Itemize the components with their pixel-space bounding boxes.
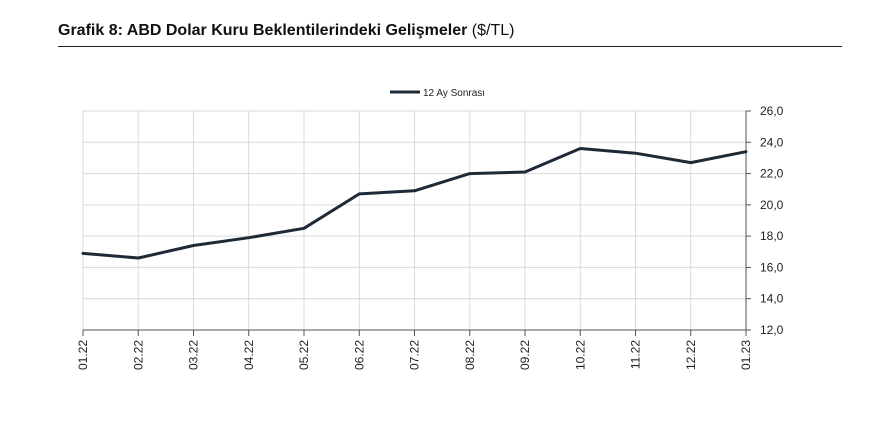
y-tick-label: 12,0: [760, 323, 784, 337]
x-tick-label: 01.23: [739, 340, 753, 370]
y-tick-label: 22,0: [760, 167, 784, 181]
chart-unit: ($/TL): [471, 22, 515, 39]
x-tick-label: 07.22: [408, 340, 422, 370]
chart-header: Grafik 8: ABD Dolar Kuru Beklentilerinde…: [58, 22, 842, 47]
x-tick-label: 08.22: [463, 340, 477, 370]
x-tick-label: 03.22: [187, 340, 201, 370]
x-tick-label: 05.22: [297, 340, 311, 370]
y-tick-label: 24,0: [760, 135, 784, 149]
axes: [82, 110, 751, 336]
y-tick-labels: 26,0 24,0 22,0 20,0 18,0 16,0 14,0 12,0: [760, 104, 784, 337]
x-tick-label: 11.22: [629, 340, 643, 369]
y-tick-label: 26,0: [760, 104, 784, 118]
x-tick-labels: 01.22 02.22 03.22 04.22 05.22 06.22 07.22 08.22…: [76, 340, 753, 370]
series-group: [81, 147, 748, 260]
y-tick-label: 18,0: [760, 229, 784, 243]
chart-title: Grafik 8: ABD Dolar Kuru Beklentilerinde…: [58, 22, 468, 39]
x-tick-label: 09.22: [518, 340, 532, 370]
x-tick-label: 06.22: [352, 340, 366, 370]
y-tick-label: 14,0: [760, 292, 784, 306]
x-tick-label: 02.22: [131, 340, 145, 370]
grid-lines: [82, 110, 747, 330]
x-tick-label: 04.22: [242, 340, 256, 370]
x-tick-label: 12.22: [684, 340, 698, 370]
x-tick-label: 01.22: [76, 340, 90, 370]
legend: 12 Ay Sonrası: [390, 88, 485, 99]
x-tick-label: 10.22: [573, 340, 587, 370]
y-tick-label: 16,0: [760, 260, 784, 274]
legend-label: 12 Ay Sonrası: [423, 88, 485, 99]
y-tick-label: 20,0: [760, 198, 784, 212]
